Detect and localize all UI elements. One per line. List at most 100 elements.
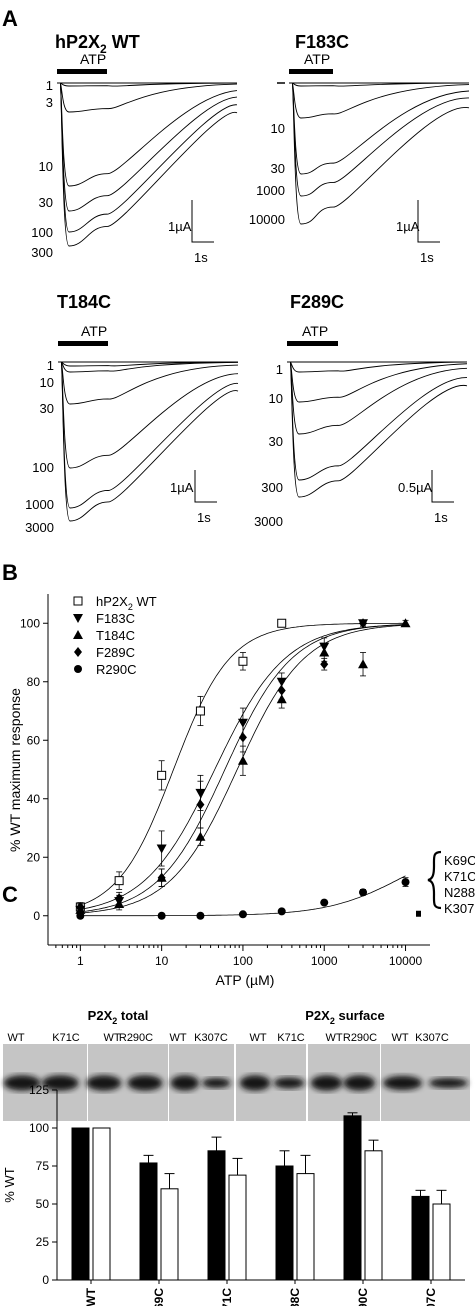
annotation-marker	[416, 910, 421, 917]
trace-title-f289c: F289C	[290, 292, 344, 312]
panel-letter-a: A	[2, 6, 18, 31]
data-point-diamond	[157, 872, 166, 883]
scale-bar-time-label: 1s	[197, 510, 211, 525]
data-point-up-triangle	[400, 618, 411, 628]
concentration-label: 100	[32, 460, 54, 475]
bar-y-tick-label: 75	[36, 1159, 50, 1173]
protein-band	[343, 1075, 376, 1091]
mutant-annotation: K69CK71CN288CK307C	[416, 850, 475, 917]
panel-letter-c: C	[2, 882, 18, 907]
data-point-circle	[401, 878, 410, 887]
concentration-label: 3000	[254, 514, 283, 529]
scale-bar-time-label: 1s	[194, 250, 208, 265]
data-point-open-square	[277, 618, 287, 628]
blot-title-surface: P2X2 surface	[305, 1008, 384, 1026]
data-point-diamond	[196, 799, 205, 810]
current-trace	[287, 361, 468, 403]
x-tick-label: 10	[155, 954, 169, 968]
protein-band	[3, 1075, 41, 1091]
scale-bar-current-label: 1µA	[168, 219, 192, 234]
legend-label: hP2X2 WT	[96, 594, 157, 612]
legend-label: R290C	[96, 662, 136, 677]
y-axis-title: % WT maximum response	[7, 688, 23, 852]
current-trace	[58, 361, 239, 367]
bar-category-label: R290C	[356, 1288, 370, 1306]
annotation-mutant-label: K71C	[444, 869, 475, 884]
atp-application-bar	[287, 341, 338, 346]
bar-category-label: WT	[84, 1287, 98, 1306]
bar-surface	[296, 1173, 315, 1281]
legend-label: T184C	[96, 628, 135, 643]
current-trace	[57, 82, 238, 247]
x-tick-label: 10000	[389, 954, 423, 968]
data-point-circle	[277, 907, 286, 916]
data-point-open-square	[157, 770, 167, 780]
concentration-label: 30	[269, 434, 283, 449]
lane-label: WT	[7, 1032, 24, 1044]
data-point-diamond	[76, 901, 85, 912]
annotation-mutant-label: K69C	[444, 853, 475, 868]
blot-images	[3, 1044, 470, 1121]
atp-label: ATP	[304, 51, 330, 67]
concentration-label: 30	[40, 401, 54, 416]
scale-bar	[194, 470, 217, 503]
scale-bar-time-label: 1s	[420, 250, 434, 265]
data-point-circle	[238, 910, 247, 919]
concentration-label: 300	[31, 245, 53, 260]
bar-y-tick-label: 25	[36, 1235, 50, 1249]
bar-total	[343, 1115, 362, 1281]
x-tick-label: 100	[233, 954, 253, 968]
x-axis-title: ATP (µM)	[216, 972, 275, 988]
current-trace	[287, 361, 468, 373]
data-point-diamond	[115, 893, 124, 904]
y-tick-label: 60	[27, 733, 41, 747]
protein-band	[170, 1075, 200, 1091]
bar-y-tick-label: 125	[29, 1083, 49, 1097]
bar-surface	[432, 1203, 451, 1281]
data-point-up-triangle	[195, 831, 206, 841]
scale-bar	[191, 200, 214, 243]
bar-axis-ticks: 0 25 50 75 100 125	[29, 1083, 57, 1287]
data-point-down-triangle	[156, 844, 167, 854]
concentration-label: 100	[31, 225, 53, 240]
lane-label: WT	[169, 1032, 186, 1044]
annotation-mutant-label: K307C	[444, 901, 475, 916]
current-trace	[57, 82, 238, 233]
bar-surface	[92, 1127, 111, 1281]
panel-b-dose-response: % WT maximum response ATP (µM) hP2X2 WTF…	[7, 594, 475, 988]
data-point-circle	[76, 911, 85, 920]
bar-category-label: N288C	[288, 1288, 302, 1306]
concentration-label: 3000	[25, 520, 54, 535]
scale-bar-current-label: 0.5µA	[398, 480, 433, 495]
data-point-open-square	[238, 656, 248, 666]
y-tick-label: 0	[33, 909, 40, 923]
scale-bar	[417, 200, 440, 243]
concentration-label: 10	[40, 375, 54, 390]
atp-label: ATP	[81, 323, 107, 339]
data-point-up-triangle	[319, 647, 330, 657]
current-trace	[58, 361, 239, 522]
atp-application-bar	[289, 69, 333, 74]
bar-y-tick-label: 50	[36, 1197, 50, 1211]
bar-y-axis-title: % WT	[2, 1167, 17, 1202]
protein-band	[86, 1075, 122, 1091]
trace-group-f183c: F183C ATP 10 30 1000 10000 1µA 1s	[249, 32, 470, 265]
trace-title-wt: hP2X2 WT	[55, 32, 140, 56]
concentration-label: 10	[269, 391, 283, 406]
blot-title-total: P2X2 total	[88, 1008, 149, 1026]
data-point-circle	[157, 911, 166, 920]
concentration-label: 1	[47, 358, 54, 373]
x-tick-label: 1	[77, 954, 84, 968]
current-trace	[58, 361, 239, 373]
current-trace	[287, 361, 468, 481]
lane-label: K71C	[52, 1032, 80, 1044]
protein-band	[127, 1075, 163, 1091]
bar-total	[275, 1165, 294, 1281]
trace-title-t184c: T184C	[57, 292, 111, 312]
current-trace	[58, 361, 239, 405]
y-tick-label: 80	[27, 675, 41, 689]
data-point-circle	[196, 911, 205, 920]
